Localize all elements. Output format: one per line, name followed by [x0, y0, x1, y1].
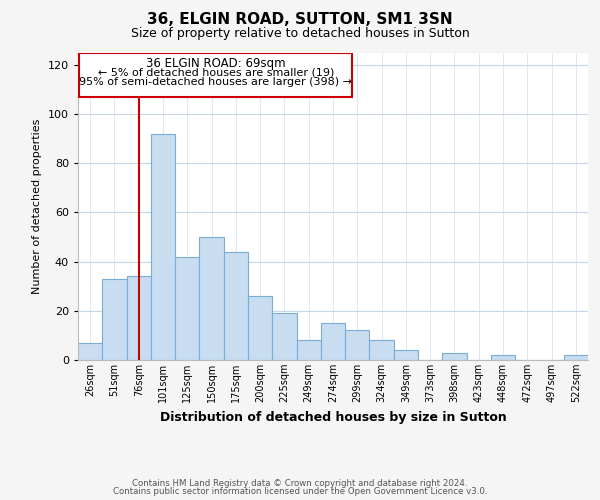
Bar [78, 343, 102, 360]
Bar [151, 134, 175, 360]
X-axis label: Distribution of detached houses by size in Sutton: Distribution of detached houses by size … [160, 410, 506, 424]
Bar [127, 276, 151, 360]
Bar [175, 256, 199, 360]
Text: ← 5% of detached houses are smaller (19): ← 5% of detached houses are smaller (19) [98, 68, 334, 78]
Bar [224, 252, 248, 360]
Bar [564, 355, 588, 360]
Bar [321, 323, 345, 360]
Bar [272, 314, 296, 360]
Text: Contains public sector information licensed under the Open Government Licence v3: Contains public sector information licen… [113, 487, 487, 496]
Text: 95% of semi-detached houses are larger (398) →: 95% of semi-detached houses are larger (… [79, 77, 352, 87]
Text: 36 ELGIN ROAD: 69sqm: 36 ELGIN ROAD: 69sqm [146, 58, 286, 70]
Bar [102, 279, 127, 360]
Bar [345, 330, 370, 360]
Bar [394, 350, 418, 360]
Bar [370, 340, 394, 360]
Text: Size of property relative to detached houses in Sutton: Size of property relative to detached ho… [131, 28, 469, 40]
Bar [199, 237, 224, 360]
Text: 36, ELGIN ROAD, SUTTON, SM1 3SN: 36, ELGIN ROAD, SUTTON, SM1 3SN [147, 12, 453, 28]
Bar [248, 296, 272, 360]
Y-axis label: Number of detached properties: Number of detached properties [32, 118, 42, 294]
Bar [442, 352, 467, 360]
Polygon shape [79, 52, 352, 97]
Bar [491, 355, 515, 360]
Text: Contains HM Land Registry data © Crown copyright and database right 2024.: Contains HM Land Registry data © Crown c… [132, 478, 468, 488]
Bar [296, 340, 321, 360]
